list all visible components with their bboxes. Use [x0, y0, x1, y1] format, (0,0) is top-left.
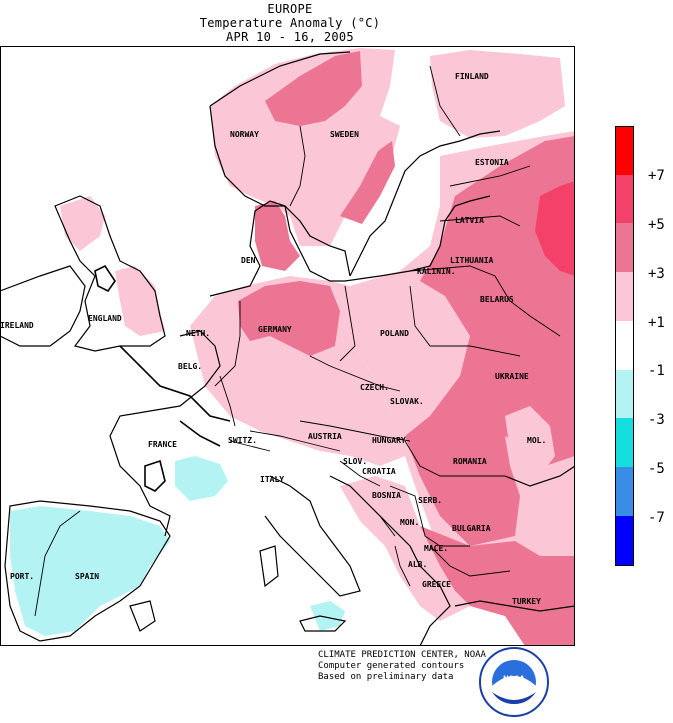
country-label: HUNGARY [372, 436, 406, 445]
country-label: BELARUS [480, 295, 514, 304]
country-label: BULGARIA [452, 524, 491, 533]
country-label: IRELAND [0, 321, 34, 330]
legend-color-bin [615, 418, 634, 468]
country-label: GERMANY [258, 325, 292, 334]
russia-plus5-region [535, 181, 575, 276]
country-label: ESTONIA [475, 158, 509, 167]
map-period: APR 10 - 16, 2005 [226, 30, 354, 44]
legend-color-bin [615, 223, 634, 273]
sweden-plus3-region [340, 141, 395, 224]
noaa-logo: NOAA [479, 647, 549, 717]
logo-text: NOAA [503, 675, 525, 685]
logo-wave [492, 692, 536, 704]
country-label: GREECE [422, 580, 451, 589]
balkans-plus3-region [420, 526, 575, 646]
country-label: CROATIA [362, 467, 396, 476]
country-label: FRANCE [148, 440, 177, 449]
legend-tick-label: -5 [648, 461, 665, 477]
denmark-plus3-region [255, 201, 300, 271]
country-label: SPAIN [75, 572, 99, 581]
country-label: UKRAINE [495, 372, 529, 381]
country-label: BELG. [178, 362, 202, 371]
country-label: SLOVAK. [390, 397, 424, 406]
iberia-minus1-region [10, 506, 170, 636]
scotland-plus1-region [60, 196, 105, 251]
country-label: SWEDEN [330, 130, 359, 139]
legend-color-bin [615, 272, 634, 322]
logo-bird [492, 676, 536, 700]
country-label: NORWAY [230, 130, 259, 139]
credit-line: Computer generated contours [318, 661, 465, 671]
credit-line: CLIMATE PREDICTION CENTER, NOAA [318, 650, 486, 660]
country-label: SLOV. [343, 457, 367, 466]
country-label: MOL. [527, 436, 546, 445]
country-label: ALB. [408, 560, 427, 569]
legend-tick-label: +1 [648, 315, 665, 331]
anomaly-map: FINLAND NORWAY SWEDEN ESTONIA LATVIA DEN… [0, 46, 575, 646]
country-label: ITALY [260, 475, 284, 484]
legend-color-bin [615, 320, 634, 370]
scandinavia-plus3-region [265, 51, 362, 126]
country-label: SERB. [418, 496, 442, 505]
credit-line: Based on preliminary data [318, 672, 454, 682]
legend-color-bin [615, 126, 634, 176]
legend-tick-label: +3 [648, 266, 665, 282]
map-title: EUROPE [267, 2, 313, 16]
legend-color-bin [615, 466, 634, 516]
country-label: KALININ. [417, 267, 456, 276]
legend-tick-label: -1 [648, 363, 665, 379]
country-label: TURKEY [512, 597, 541, 606]
country-label: SWITZ. [228, 436, 257, 445]
legend-color-bin [615, 174, 634, 224]
scandinavia-plus1-region [210, 48, 400, 246]
country-label: POLAND [380, 329, 409, 338]
country-label: NETH. [186, 329, 210, 338]
legend-color-bin [615, 515, 634, 566]
country-label: FINLAND [455, 72, 489, 81]
country-label: AUSTRIA [308, 432, 342, 441]
country-borders [34, 65, 561, 617]
finland-plus1-region [430, 50, 565, 138]
country-label: PORT. [10, 572, 34, 581]
balkans-plus1-region [340, 476, 470, 621]
legend-tick-label: +5 [648, 217, 665, 233]
legend-tick-label: -7 [648, 510, 665, 526]
country-label: DEN [241, 256, 256, 265]
country-labels: FINLAND NORWAY SWEDEN ESTONIA LATVIA DEN… [0, 72, 546, 606]
moldova-plus1-region [505, 406, 555, 476]
england-plus1-region [115, 266, 165, 336]
france-minus1-region [175, 456, 228, 501]
country-label: LATVIA [455, 216, 484, 225]
country-label: LITHUANIA [450, 256, 494, 265]
germany-plus3-region [238, 281, 340, 356]
legend-color-bin [615, 369, 634, 419]
map-variable: Temperature Anomaly (°C) [199, 16, 381, 30]
credits: CLIMATE PREDICTION CENTER, NOAA Computer… [318, 650, 486, 683]
legend-tick-label: -3 [648, 412, 665, 428]
country-label: MON. [400, 518, 419, 527]
country-label: ROMANIA [453, 457, 487, 466]
country-label: CZECH. [360, 383, 389, 392]
coastlines [0, 51, 575, 646]
mediterranean-minus1-region [310, 601, 345, 631]
anomaly-contours [94, 264, 231, 492]
map-frame [0, 46, 575, 646]
country-label: ENGLAND [88, 314, 122, 323]
country-label: BOSNIA [372, 491, 401, 500]
anomaly-shading [10, 48, 575, 646]
country-label: MACE. [424, 544, 448, 553]
legend-tick-label: +7 [648, 168, 665, 184]
